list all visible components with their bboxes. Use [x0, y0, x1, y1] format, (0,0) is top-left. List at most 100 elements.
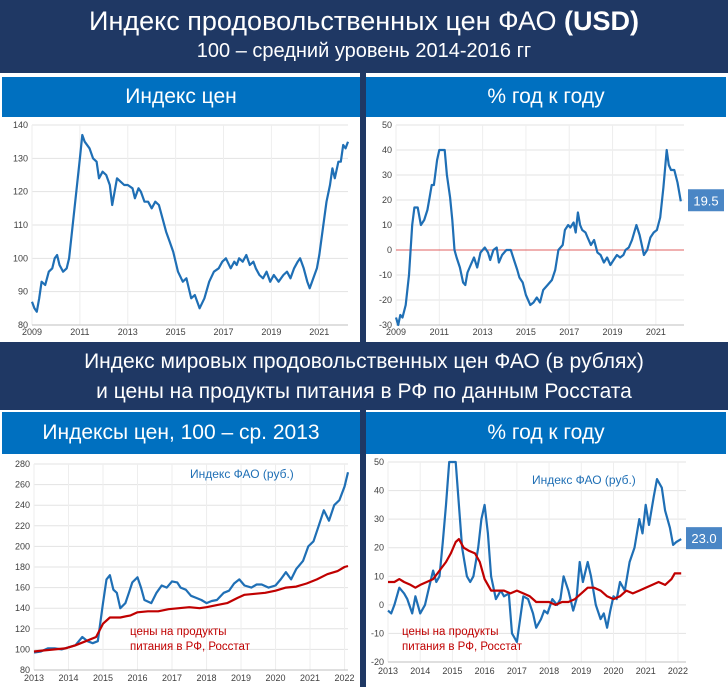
x-tick-label: 2017 [559, 327, 579, 337]
x-tick-label: 2019 [603, 327, 623, 337]
x-tick-label: 2021 [636, 666, 656, 676]
y-tick-label: 30 [382, 170, 392, 180]
y-tick-label: 0 [387, 245, 392, 255]
x-tick-label: 2015 [93, 673, 113, 683]
y-tick-label: -10 [371, 628, 384, 638]
x-tick-label: 2015 [516, 327, 536, 337]
x-tick-label: 2017 [213, 327, 233, 337]
title-bold-text: (USD) [563, 6, 639, 36]
y-tick-label: 90 [18, 287, 28, 297]
series-rf-line [33, 564, 349, 653]
series-fao-line [387, 460, 682, 644]
y-tick-label: 110 [14, 220, 28, 230]
x-tick-label: 2018 [539, 666, 559, 676]
x-tick-label: 2013 [118, 327, 138, 337]
series-label-rf-line1: цены на продукты [402, 626, 499, 638]
y-tick-label: 100 [13, 253, 28, 263]
y-tick-label: 220 [15, 521, 30, 531]
y-tick-label: 40 [382, 145, 392, 155]
x-tick-label: 2015 [166, 327, 186, 337]
section2-line1: Индекс мировых продовольственных цен ФАО… [84, 350, 644, 373]
series-label-fao: Индекс ФАО (руб.) [532, 473, 636, 487]
last-value-badge [686, 527, 722, 550]
series-rf-line [388, 537, 682, 606]
section2-line2: и цены на продукты питания в РФ по данны… [96, 380, 632, 403]
y-tick-label: 200 [15, 541, 30, 551]
x-tick-label: 2021 [309, 327, 329, 337]
panel2-title: % год к году [487, 85, 605, 108]
y-tick-label: 260 [15, 480, 30, 490]
x-tick-label: 2009 [22, 327, 42, 337]
series-label-fao: Индекс ФАО (руб.) [190, 467, 294, 481]
x-tick-label: 2017 [507, 666, 527, 676]
y-tick-label: 120 [13, 187, 28, 197]
y-tick-label: 240 [15, 500, 30, 510]
x-tick-label: 2013 [473, 327, 493, 337]
section2-band: Индекс мировых продовольственных цен ФАО… [0, 342, 728, 410]
y-tick-label: 130 [13, 153, 28, 163]
series-label-rf-line2: питания в РФ, Росстат [130, 641, 251, 653]
y-tick-label: 140 [13, 120, 28, 130]
chart1-svg: 80 90 100 110 120 130 140 2009 2011 2013 2015 2017 2… [13, 120, 350, 337]
y-tick-label: -30 [379, 320, 392, 330]
x-tick-label: 2009 [386, 327, 406, 337]
y-tick-label: 120 [15, 624, 30, 634]
y-tick-label: 160 [15, 583, 30, 593]
panel3-title: Индексы цен, 100 – ср. 2013 [42, 421, 320, 444]
series-fao-line [30, 133, 350, 313]
y-tick-label: 40 [374, 486, 384, 496]
y-tick-label: 0 [379, 600, 384, 610]
x-tick-label: 2016 [475, 666, 495, 676]
panel3-header: Индексы цен, 100 – ср. 2013 [2, 412, 360, 454]
series-label-rf-line1: цены на продукты [130, 626, 227, 638]
y-tick-label: -20 [379, 295, 392, 305]
chart2-panel: -30 -20 -10 0 10 20 30 40 50 2009 2011 2013 2015 2017… [366, 117, 726, 342]
y-tick-label: 20 [374, 543, 384, 553]
page-title: Индекс продовольственных цен ФАО (USD) [0, 0, 728, 38]
panel1-title: Индекс цен [125, 85, 237, 108]
x-tick-label: 2013 [378, 666, 398, 676]
x-tick-label: 2014 [410, 666, 430, 676]
y-tick-label: 50 [374, 457, 384, 467]
x-tick-label: 2011 [430, 327, 449, 337]
y-tick-label: 100 [15, 644, 30, 654]
y-tick-label: -10 [379, 270, 392, 280]
title-main-text: Индекс продовольственных цен ФАО [89, 6, 564, 36]
panel1-header: Индекс цен [2, 77, 360, 117]
x-tick-label: 2019 [231, 673, 251, 683]
panel4-header: % год к году [366, 412, 726, 454]
x-tick-label: 2022 [335, 673, 355, 683]
x-tick-label: 2018 [197, 673, 217, 683]
chart4-svg: -20 -10 0 10 20 30 40 50 2013 2014 2015 2016 2017 201… [371, 457, 722, 676]
x-tick-label: 2019 [571, 666, 591, 676]
title-band: Индекс продовольственных цен ФАО (USD) 1… [0, 0, 728, 73]
x-tick-label: 2021 [300, 673, 320, 683]
y-tick-label: -20 [371, 657, 384, 667]
divider-top [360, 73, 366, 342]
y-tick-label: 140 [15, 603, 30, 613]
y-tick-label: 30 [374, 514, 384, 524]
chart4-panel: -20 -10 0 10 20 30 40 50 2013 2014 2015 2016 2017 201… [366, 454, 726, 687]
x-tick-label: 2017 [162, 673, 182, 683]
series-fao-line [33, 471, 350, 654]
x-tick-label: 2016 [128, 673, 148, 683]
series-label-rf-line2: питания в РФ, Росстат [402, 641, 523, 653]
chart3-svg: 80 100 120 140 160 180 200 220 240 260 280 2013 2014… [15, 459, 355, 683]
y-tick-label: 180 [15, 562, 30, 572]
x-tick-label: 2014 [58, 673, 78, 683]
chart1-panel: 80 90 100 110 120 130 140 2009 2011 2013 2015 2017 2… [2, 117, 360, 342]
x-tick-label: 2020 [266, 673, 286, 683]
panel4-title: % год к году [487, 421, 605, 444]
x-tick-label: 2021 [646, 327, 666, 337]
divider-bottom [360, 410, 366, 687]
panel2-header: % год к году [366, 77, 726, 117]
y-tick-label: 80 [20, 665, 30, 675]
y-tick-label: 280 [15, 459, 30, 469]
x-tick-label: 2015 [442, 666, 462, 676]
x-tick-label: 2019 [261, 327, 281, 337]
x-tick-label: 2020 [603, 666, 623, 676]
last-value-label: 23.0 [691, 531, 716, 546]
chart2-svg: -30 -20 -10 0 10 20 30 40 50 2009 2011 2013 2015 2017… [379, 120, 724, 337]
y-tick-label: 10 [382, 220, 392, 230]
x-tick-label: 2011 [70, 327, 89, 337]
